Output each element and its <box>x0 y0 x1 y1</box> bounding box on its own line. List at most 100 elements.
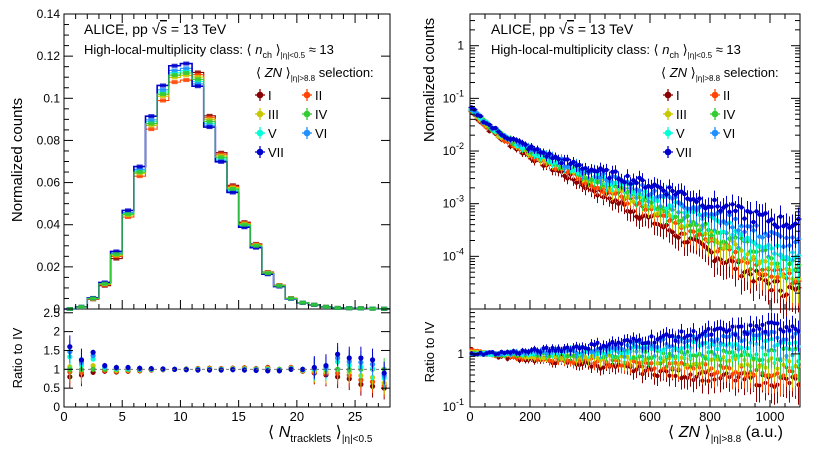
legend-marker-IV <box>303 110 311 118</box>
left-bottom-ytick-label: 0 <box>53 400 60 414</box>
right-bottom-point-VII <box>796 329 801 334</box>
left-top-marker-IV <box>241 222 248 227</box>
right-bottom-point-VII <box>568 348 573 353</box>
right-top-point-VII <box>727 209 732 215</box>
right-top-point-VII <box>742 216 747 221</box>
left-bottom-plot-area <box>64 335 390 400</box>
legend-label-III: III <box>268 107 279 122</box>
right-class-text: High-local-multiplicity class: ⟨ nch ⟩|η… <box>491 42 741 60</box>
left-bottom-point-VII <box>125 364 131 371</box>
left-bottom-point-III <box>90 363 96 369</box>
right-bottom-point-VII <box>784 325 789 330</box>
right-top-point-I <box>676 235 681 240</box>
right-top-point-VII <box>577 162 582 168</box>
right-bottom-point-VII <box>778 327 783 332</box>
right-top-point-VII <box>583 166 588 171</box>
left-top-marker-I <box>113 256 120 261</box>
right-bottom-point-VII <box>739 324 744 329</box>
left-top-marker-IV <box>346 306 353 311</box>
left-bottom-ytick-label: 2.5 <box>43 306 60 320</box>
legend-marker-VI <box>711 129 719 137</box>
right-bottom-point-VII <box>649 334 654 339</box>
left-top-marker-IV <box>101 281 108 286</box>
right-bottom-point-I <box>757 383 762 388</box>
right-top-point-VII <box>544 154 549 159</box>
right-bottom-point-III <box>685 362 690 368</box>
left-top-marker-IV <box>264 271 271 276</box>
left-top-ytick-label: 0.06 <box>37 176 61 190</box>
right-top-ytick-label: 1 <box>457 39 464 53</box>
left-top-plot-area <box>64 61 390 311</box>
right-top-point-VII <box>712 197 717 203</box>
right-top-point-VII <box>640 178 645 183</box>
right-top-point-VII <box>691 197 696 202</box>
left-bottom-point-VII <box>253 367 259 374</box>
left-top-marker-VI <box>136 167 143 172</box>
right-xtick-label: 800 <box>699 409 721 424</box>
right-bottom-point-VII <box>721 327 726 332</box>
left-top-ytick-label: 0.12 <box>37 49 61 63</box>
right-bottom-point-VII <box>607 342 612 347</box>
right-bottom-point-VII <box>574 344 579 349</box>
right-bottom-point-II <box>652 366 657 371</box>
right-top-point-VI <box>724 221 729 226</box>
legend-label-V: V <box>268 126 277 141</box>
left-top-ytick-label: 0.14 <box>37 7 61 21</box>
right-bottom-point-VII <box>694 336 699 342</box>
left-bottom-point-VII <box>195 367 201 373</box>
left-top-marker-I <box>194 70 201 75</box>
right-top-point-IV <box>688 223 693 228</box>
right-top-ytick-label: 10-1 <box>443 88 464 105</box>
right-bottom-point-VII <box>748 323 753 328</box>
left-top-axis-ticks: 0 0.02 0.04 0.06 0.08 0.1 0.12 0.14 <box>37 7 391 316</box>
left-bottom-point-VII <box>300 366 306 372</box>
right-top-point-VII <box>493 125 498 131</box>
left-bottom-point-VII <box>137 365 143 371</box>
right-bottom-point-VII <box>592 342 597 348</box>
left-bottom-point-VII <box>323 362 329 369</box>
right-top-point-VI <box>598 175 603 180</box>
right-bottom-point-VII <box>691 328 696 334</box>
left-top-marker-IV <box>171 73 178 78</box>
left-top-marker-IV <box>229 186 236 191</box>
left-top-ytick-label: 0.1 <box>43 91 60 105</box>
right-top-point-I <box>712 258 717 264</box>
right-bottom-point-VII <box>790 324 795 329</box>
legend-marker-III <box>664 110 672 118</box>
left-xtick-label: 10 <box>173 409 187 424</box>
left-class-text: High-local-multiplicity class: ⟨ nch ⟩|η… <box>84 42 334 60</box>
right-top-point-VII <box>778 214 783 219</box>
right-bottom-point-VII <box>547 348 552 354</box>
right-bottom-point-VI <box>544 351 549 356</box>
right-top-point-VII <box>496 129 501 134</box>
left-bottom-point-VII <box>346 355 352 361</box>
right-bottom-point-VII <box>643 340 648 346</box>
right-top-point-VI <box>565 164 570 170</box>
right-top-point-VII <box>565 157 570 162</box>
left-top-marker-IV <box>125 212 132 217</box>
right-bottom-point-VII <box>781 329 786 334</box>
left-bottom-point-VII <box>78 357 85 363</box>
left-bottom-ytick-label: 2 <box>53 325 60 339</box>
left-bottom-point-VII <box>90 349 96 355</box>
right-bottom-point-VII <box>733 332 738 337</box>
right-bottom-point-I <box>601 365 606 370</box>
right-top-point-VII <box>754 209 759 214</box>
left-top-marker-VII <box>159 83 166 88</box>
right-top-point-VII <box>730 202 735 207</box>
left-top-marker-VII <box>241 225 248 230</box>
left-top-marker-II <box>148 127 155 132</box>
right-top-point-VII <box>679 189 684 194</box>
left-top-marker-II <box>171 80 178 85</box>
right-bottom-point-VII <box>787 328 792 333</box>
left-bottom-ytick-label: 1.5 <box>43 343 60 357</box>
legend-label-VI: VI <box>315 126 327 141</box>
right-top-point-V <box>520 146 525 151</box>
right-bottom-point-VI <box>718 340 723 346</box>
right-bottom-point-VII <box>730 324 735 329</box>
right-bottom-point-II <box>730 372 735 377</box>
right-selection-label: ⟨ ZN ⟩|η|>8.8 selection: <box>661 65 779 83</box>
right-top-point-VII <box>763 211 768 216</box>
